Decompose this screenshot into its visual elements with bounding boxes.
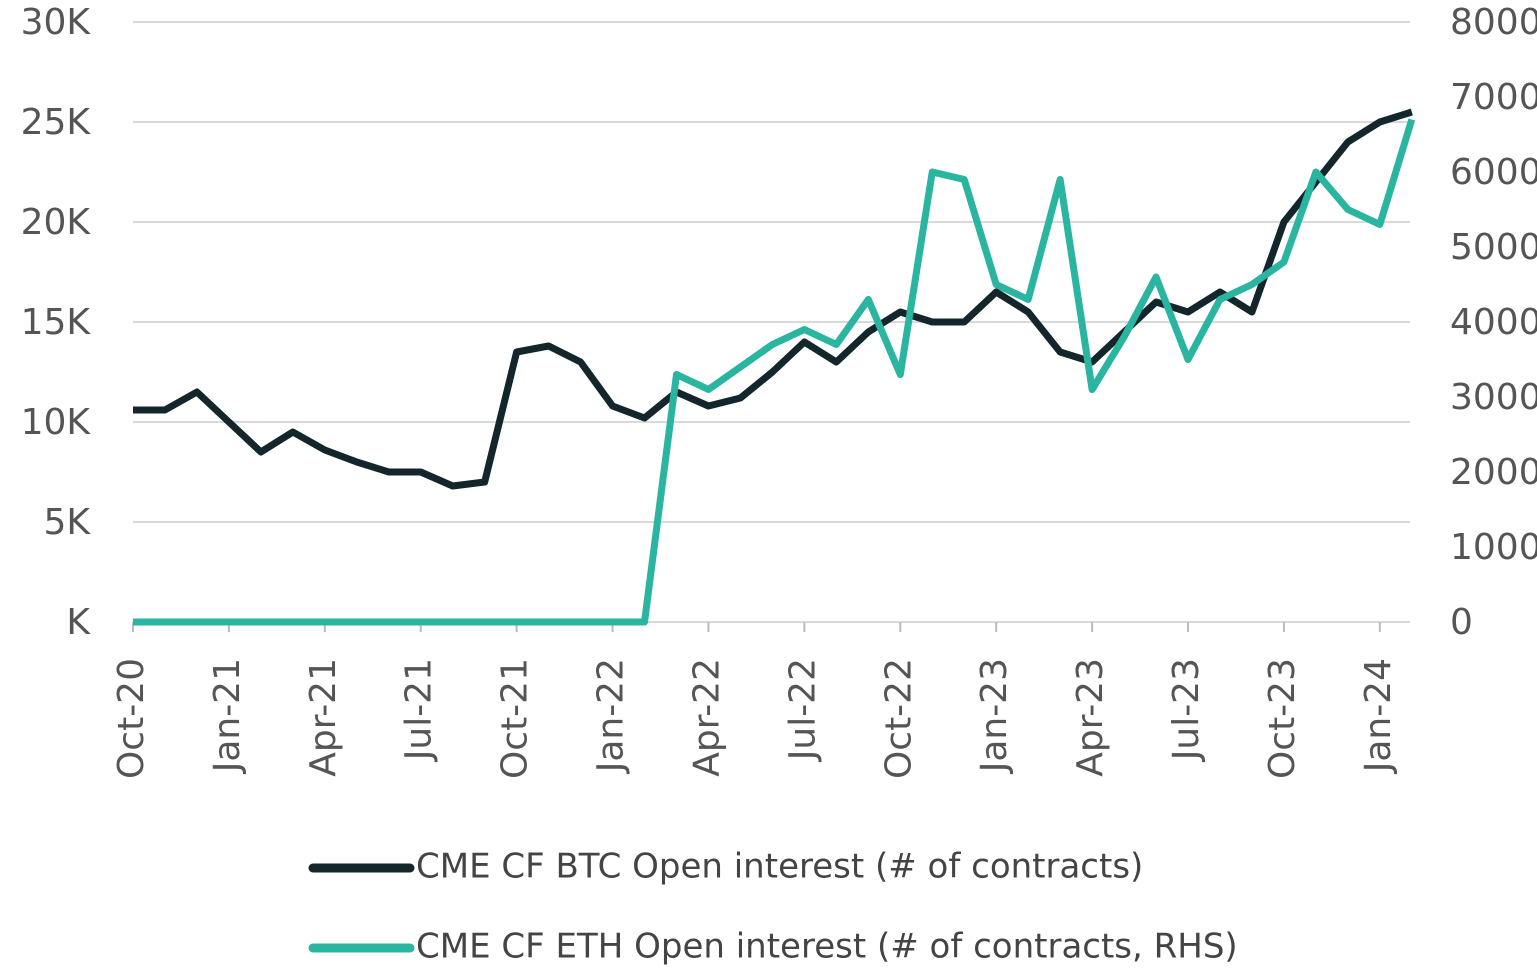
- legend-label: CME CF ETH Open interest (# of contracts…: [416, 927, 1238, 967]
- y-tick-label: 30K: [21, 2, 92, 43]
- y-tick-label: 25K: [21, 102, 92, 143]
- x-tick-label: Apr-22: [686, 658, 727, 777]
- x-tick-label: Oct-21: [495, 658, 536, 779]
- x-tick-label: Jan-24: [1358, 658, 1399, 774]
- x-tick-label: Jul-21: [399, 658, 440, 762]
- x-tick-label: Jan-22: [591, 658, 632, 774]
- legend-label: CME CF BTC Open interest (# of contracts…: [416, 847, 1143, 887]
- y2-tick-label: 6000: [1450, 152, 1537, 193]
- x-tick-label: Jul-22: [782, 658, 823, 762]
- y2-tick-label: 1000: [1450, 527, 1537, 568]
- x-tick-label: Jan-23: [974, 658, 1015, 774]
- x-tick-label: Jul-23: [1166, 658, 1207, 762]
- y-tick-label: K: [66, 602, 91, 643]
- x-tick-label: Oct-20: [111, 658, 152, 779]
- y2-tick-label: 5000: [1450, 227, 1537, 268]
- y2-tick-label: 4000: [1450, 302, 1537, 343]
- x-tick-label: Oct-23: [1262, 658, 1303, 779]
- y2-tick-label: 3000: [1450, 377, 1537, 418]
- y-tick-label: 20K: [21, 202, 92, 243]
- y-tick-label: 5K: [43, 502, 91, 543]
- series-line: [133, 108, 1413, 490]
- y2-tick-label: 2000: [1450, 452, 1537, 493]
- y2-tick-label: 8000: [1450, 2, 1537, 43]
- x-tick-label: Apr-21: [303, 658, 344, 777]
- x-tick-label: Apr-23: [1070, 658, 1111, 777]
- y-tick-label: 10K: [21, 402, 92, 443]
- series-line: [133, 118, 1416, 626]
- y2-tick-label: 0: [1450, 602, 1473, 643]
- y2-tick-label: 7000: [1450, 77, 1537, 118]
- y-tick-label: 15K: [21, 302, 92, 343]
- x-tick-label: Jan-21: [207, 658, 248, 774]
- x-tick-label: Oct-22: [878, 658, 919, 779]
